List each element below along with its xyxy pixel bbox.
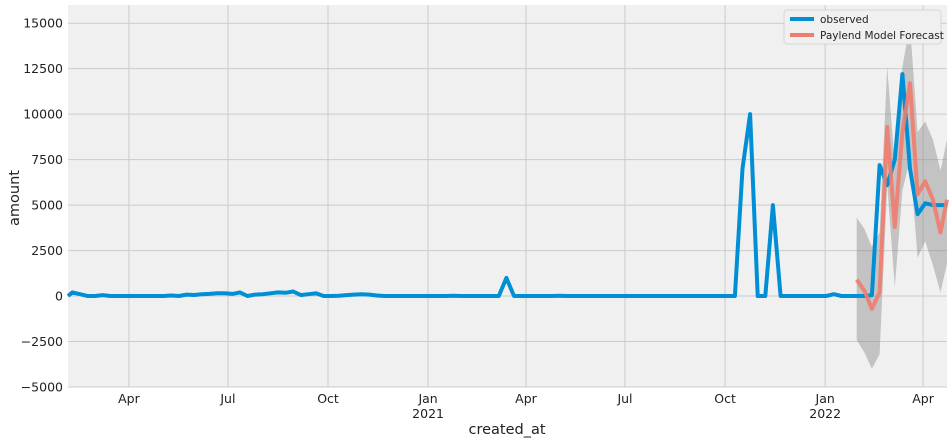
legend-label-forecast: Paylend Model Forecast xyxy=(820,30,944,42)
y-tick-label: 0 xyxy=(55,289,63,304)
x-tick-label: Apr xyxy=(118,391,140,406)
forecast-series-line xyxy=(855,81,949,311)
y-tick-label: 7500 xyxy=(31,152,63,167)
y-tick-label: 10000 xyxy=(23,107,63,122)
y-tick-label: −5000 xyxy=(21,380,63,395)
x-tick-label: Jan xyxy=(417,391,437,406)
series-lines xyxy=(66,72,949,311)
legend-label-observed: observed xyxy=(820,14,869,26)
x-tick-label: Jan xyxy=(815,391,835,406)
x-tick-year-label: 2022 xyxy=(809,406,841,421)
y-axis-label: amount xyxy=(7,170,23,226)
x-tick-year-label: 2021 xyxy=(412,406,444,421)
plot-background xyxy=(68,5,947,387)
y-tick-label: 5000 xyxy=(31,198,63,213)
x-axis-label: created_at xyxy=(468,422,545,438)
observed-series-line xyxy=(66,72,947,298)
y-tick-label: 2500 xyxy=(31,243,63,258)
x-tick-label: Apr xyxy=(912,391,934,406)
x-tick-label: Oct xyxy=(714,391,736,406)
y-tick-labels: −5000 −2500 0 2500 5000 7500 10000 12500 15000 xyxy=(21,16,63,395)
x-tick-label: Jul xyxy=(616,391,632,406)
legend: observed Paylend Model Forecast xyxy=(783,9,944,45)
y-tick-label: −2500 xyxy=(21,334,63,349)
legend-box xyxy=(783,9,942,45)
grid-lines xyxy=(68,5,947,388)
y-tick-label: 12500 xyxy=(23,61,63,76)
x-tick-label: Jul xyxy=(219,391,235,406)
x-tick-label: Oct xyxy=(317,391,339,406)
x-tick-label: Apr xyxy=(515,391,537,406)
y-tick-label: 15000 xyxy=(23,16,63,31)
